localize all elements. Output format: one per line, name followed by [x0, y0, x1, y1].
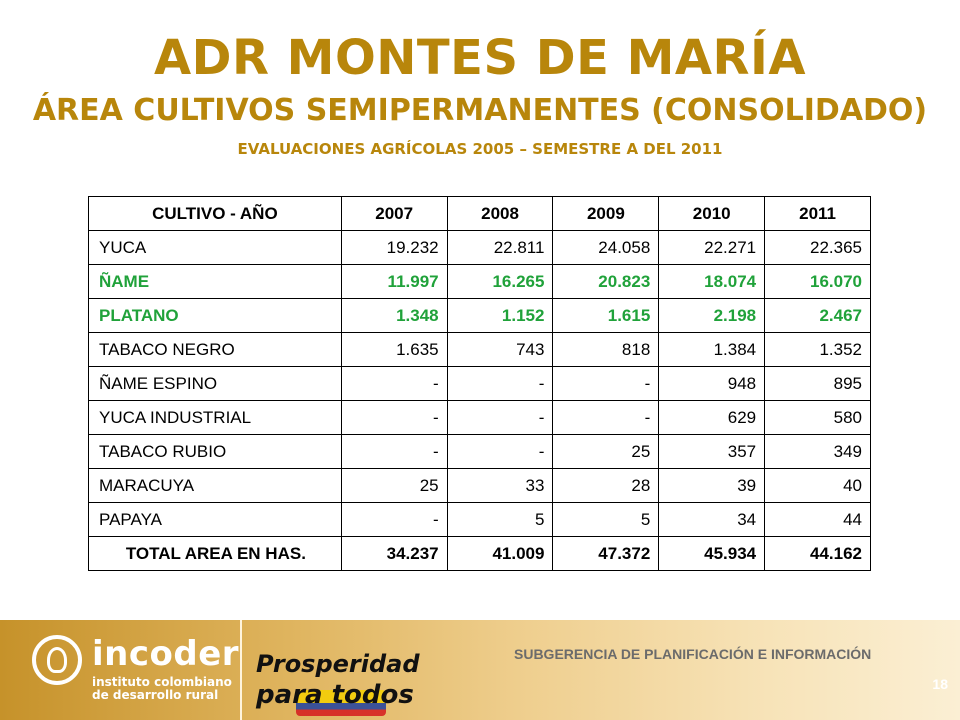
value-cell: - [340, 434, 448, 469]
incoder-subtitle-line2: de desarrollo rural [92, 688, 219, 702]
column-header: CULTIVO - AÑO [88, 196, 342, 231]
crop-name-cell: ÑAME [88, 264, 342, 299]
value-cell: 25 [552, 434, 660, 469]
table-row: MARACUYA 25 33 28 39 40 [88, 468, 871, 503]
column-header: 2010 [658, 196, 766, 231]
value-cell: 20.823 [552, 264, 660, 299]
page-title: ADR MONTES DE MARÍA [154, 30, 806, 86]
value-cell: 5 [552, 502, 660, 537]
value-cell: 5 [446, 502, 554, 537]
value-cell: 580 [764, 400, 871, 435]
value-cell: - [446, 400, 554, 435]
value-cell: - [552, 366, 660, 401]
incoder-logo-icon [32, 635, 82, 685]
crop-name-cell: PAPAYA [88, 502, 342, 537]
crop-area-table: CULTIVO - AÑO 2007 2008 2009 2010 2011 Y… [88, 196, 871, 571]
total-label-cell: TOTAL AREA EN HAS. [88, 536, 342, 571]
value-cell: - [340, 366, 448, 401]
value-cell: 1.384 [658, 332, 766, 367]
table-row: YUCA 19.232 22.811 24.058 22.271 22.365 [88, 230, 871, 265]
value-cell: 1.615 [552, 298, 660, 333]
crop-name-cell: PLATANO [88, 298, 342, 333]
value-cell: 11.997 [340, 264, 448, 299]
value-cell: 16.070 [764, 264, 871, 299]
slogan-line1: Prosperidad [256, 650, 420, 678]
value-cell: 16.265 [446, 264, 554, 299]
table-row: TABACO NEGRO 1.635 743 818 1.384 1.352 [88, 332, 871, 367]
prosperidad-logo: Prosperidad para todos [256, 650, 420, 718]
value-cell: 1.635 [340, 332, 448, 367]
page-subtitle: ÁREA CULTIVOS SEMIPERMANENTES (CONSOLIDA… [32, 93, 928, 128]
incoder-subtitle-line1: instituto colombiano [92, 675, 232, 689]
page-number: 18 [932, 676, 948, 692]
crop-name-cell: MARACUYA [88, 468, 342, 503]
value-cell: 629 [658, 400, 766, 435]
footer-bar: incoder instituto colombiano de desarrol… [0, 620, 960, 720]
table-total-row: TOTAL AREA EN HAS. 34.237 41.009 47.372 … [88, 536, 871, 571]
column-header: 2007 [340, 196, 448, 231]
table-row: ÑAME ESPINO - - - 948 895 [88, 366, 871, 401]
total-value-cell: 45.934 [658, 536, 766, 571]
crop-name-cell: YUCA INDUSTRIAL [88, 400, 342, 435]
value-cell: 895 [764, 366, 871, 401]
column-header: 2008 [446, 196, 554, 231]
value-cell: 818 [552, 332, 660, 367]
value-cell: 33 [446, 468, 554, 503]
total-value-cell: 41.009 [446, 536, 554, 571]
value-cell: - [340, 502, 448, 537]
incoder-logo-text: incoder [92, 634, 240, 674]
value-cell: - [552, 400, 660, 435]
value-cell: 22.811 [446, 230, 554, 265]
value-cell: 1.348 [340, 298, 448, 333]
table-row: PAPAYA - 5 5 34 44 [88, 502, 871, 537]
value-cell: 22.271 [658, 230, 766, 265]
value-cell: 34 [658, 502, 766, 537]
total-value-cell: 44.162 [764, 536, 871, 571]
crop-name-cell: TABACO RUBIO [88, 434, 342, 469]
value-cell: 19.232 [340, 230, 448, 265]
table-row: TABACO RUBIO - - 25 357 349 [88, 434, 871, 469]
value-cell: 40 [764, 468, 871, 503]
footer-divider [240, 620, 242, 720]
column-header: 2009 [552, 196, 660, 231]
table-header-row: CULTIVO - AÑO 2007 2008 2009 2010 2011 [88, 196, 871, 231]
value-cell: - [446, 434, 554, 469]
crop-name-cell: ÑAME ESPINO [88, 366, 342, 401]
page-caption: EVALUACIONES AGRÍCOLAS 2005 – SEMESTRE A… [237, 140, 723, 158]
crop-name-cell: YUCA [88, 230, 342, 265]
crop-name-cell: TABACO NEGRO [88, 332, 342, 367]
value-cell: 349 [764, 434, 871, 469]
table-row-highlighted: PLATANO 1.348 1.152 1.615 2.198 2.467 [88, 298, 871, 333]
total-value-cell: 47.372 [552, 536, 660, 571]
department-label: SUBGERENCIA DE PLANIFICACIÓN E INFORMACI… [514, 646, 872, 662]
table-row-highlighted: ÑAME 11.997 16.265 20.823 18.074 16.070 [88, 264, 871, 299]
value-cell: 28 [552, 468, 660, 503]
value-cell: 1.152 [446, 298, 554, 333]
value-cell: 1.352 [764, 332, 871, 367]
value-cell: 948 [658, 366, 766, 401]
value-cell: - [446, 366, 554, 401]
value-cell: 743 [446, 332, 554, 367]
total-value-cell: 34.237 [340, 536, 448, 571]
column-header: 2011 [764, 196, 871, 231]
slogan-line2: para todos [256, 680, 414, 710]
value-cell: 39 [658, 468, 766, 503]
value-cell: 44 [764, 502, 871, 537]
value-cell: 2.467 [764, 298, 871, 333]
table-row: YUCA INDUSTRIAL - - - 629 580 [88, 400, 871, 435]
value-cell: 24.058 [552, 230, 660, 265]
colombia-flag-icon [296, 690, 386, 716]
value-cell: 2.198 [658, 298, 766, 333]
value-cell: 18.074 [658, 264, 766, 299]
incoder-logo-subtitle: instituto colombiano de desarrollo rural [92, 676, 232, 702]
value-cell: 22.365 [764, 230, 871, 265]
value-cell: - [340, 400, 448, 435]
value-cell: 25 [340, 468, 448, 503]
value-cell: 357 [658, 434, 766, 469]
